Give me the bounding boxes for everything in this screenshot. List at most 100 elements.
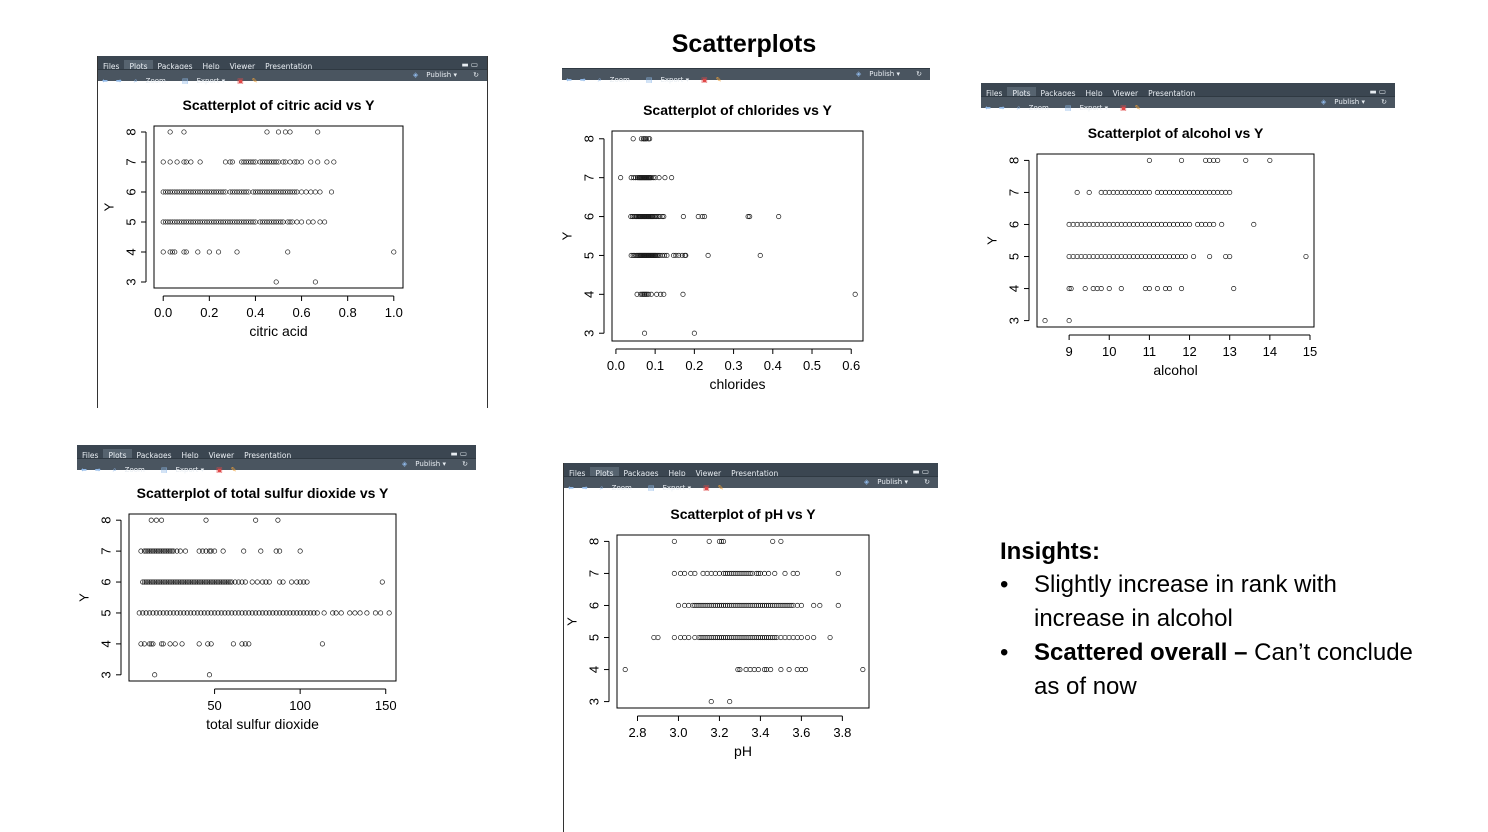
tab-help[interactable]: Help — [1085, 89, 1103, 98]
refresh-icon[interactable]: ↻ — [1381, 98, 1387, 106]
export-button[interactable]: ▤ Export ▾ — [174, 76, 233, 87]
data-point — [1126, 189, 1132, 195]
forward-arrow-icon[interactable]: ➡ — [94, 466, 101, 474]
publish-button[interactable]: ◈ Publish ▾ — [1313, 97, 1373, 108]
data-point — [304, 579, 310, 585]
data-point — [1134, 189, 1140, 195]
x-tick-label: 3.8 — [833, 725, 851, 740]
data-point — [671, 634, 677, 641]
tab-files[interactable]: Files — [103, 62, 120, 71]
data-point — [1134, 221, 1140, 228]
refresh-icon[interactable]: ↻ — [462, 460, 468, 468]
clear-brush-icon[interactable]: ✎ — [717, 484, 724, 492]
data-point — [155, 579, 161, 585]
data-point — [628, 252, 634, 258]
data-point — [1138, 253, 1144, 260]
forward-arrow-icon[interactable]: ➡ — [579, 76, 586, 84]
data-point — [191, 610, 197, 616]
back-arrow-icon[interactable]: ⬅ — [566, 76, 572, 84]
back-arrow-icon[interactable]: ⬅ — [568, 484, 574, 492]
tab-presentation[interactable]: Presentation — [731, 469, 779, 478]
data-point — [669, 175, 675, 181]
zoom-button[interactable]: ⌕ Zoom — [1009, 103, 1057, 114]
chart-title: Scatterplot of alcohol vs Y — [1088, 125, 1264, 141]
data-point — [712, 570, 718, 576]
clear-brush-icon[interactable]: ✎ — [251, 77, 258, 85]
remove-plot-icon[interactable]: ▣ — [703, 484, 710, 492]
export-button[interactable]: ▤ Export ▾ — [638, 75, 697, 86]
back-arrow-icon[interactable]: ⬅ — [102, 77, 108, 85]
tab-presentation[interactable]: Presentation — [265, 62, 313, 71]
data-point — [160, 548, 166, 554]
x-tick-label: 3.2 — [710, 725, 728, 740]
data-point — [1231, 286, 1237, 292]
x-tick-label: 14 — [1263, 344, 1277, 359]
clear-brush-icon[interactable]: ✎ — [1134, 104, 1141, 112]
tab-help[interactable]: Help — [181, 451, 199, 460]
export-button[interactable]: ▤ Export ▾ — [153, 465, 212, 476]
window-controls[interactable]: ▬ ▭ — [461, 60, 478, 69]
data-point — [333, 610, 339, 616]
data-point — [770, 538, 776, 544]
zoom-button[interactable]: ⌕ Zoom — [105, 465, 153, 476]
tab-packages[interactable]: Packages — [623, 469, 659, 478]
data-point — [242, 641, 248, 647]
clear-brush-icon[interactable]: ✎ — [715, 76, 722, 84]
zoom-button[interactable]: ⌕ Zoom — [590, 75, 638, 86]
tab-help[interactable]: Help — [202, 62, 220, 71]
tab-viewer[interactable]: Viewer — [208, 451, 235, 460]
tab-packages[interactable]: Packages — [157, 62, 193, 71]
tab-viewer[interactable]: Viewer — [1112, 89, 1139, 98]
data-point — [182, 548, 189, 554]
forward-arrow-icon[interactable]: ➡ — [581, 484, 588, 492]
data-point — [1219, 189, 1225, 195]
data-point — [222, 610, 228, 616]
tab-viewer[interactable]: Viewer — [229, 62, 256, 71]
tab-presentation[interactable]: Presentation — [244, 451, 292, 460]
refresh-icon[interactable]: ↻ — [924, 478, 930, 486]
back-arrow-icon[interactable]: ⬅ — [985, 104, 991, 112]
remove-plot-icon[interactable]: ▣ — [216, 466, 223, 474]
refresh-icon[interactable]: ↻ — [473, 71, 479, 79]
tab-presentation[interactable]: Presentation — [1148, 89, 1196, 98]
publish-button[interactable]: ◈ Publish ▾ — [405, 70, 465, 81]
x-tick-label: 0.6 — [293, 305, 311, 320]
data-point — [720, 538, 727, 544]
data-point — [297, 610, 303, 616]
data-point — [747, 570, 753, 576]
refresh-icon[interactable]: ↻ — [916, 70, 922, 78]
window-controls[interactable]: ▬ ▭ — [912, 467, 929, 476]
back-arrow-icon[interactable]: ⬅ — [81, 466, 87, 474]
tab-packages[interactable]: Packages — [136, 451, 172, 460]
data-point — [338, 610, 344, 616]
tab-packages[interactable]: Packages — [1040, 89, 1076, 98]
tab-help[interactable]: Help — [668, 469, 686, 478]
data-point — [165, 579, 171, 585]
forward-arrow-icon[interactable]: ➡ — [115, 77, 122, 85]
data-point — [167, 159, 173, 165]
tab-files[interactable]: Files — [82, 451, 99, 460]
publish-button[interactable]: ◈ Publish ▾ — [848, 69, 908, 80]
y-tick-label: 5 — [123, 218, 138, 225]
remove-plot-icon[interactable]: ▣ — [237, 77, 244, 85]
data-point — [1110, 253, 1116, 260]
data-point — [184, 579, 190, 585]
clear-brush-icon[interactable]: ✎ — [230, 466, 237, 474]
remove-plot-icon[interactable]: ▣ — [1120, 104, 1127, 112]
data-point — [659, 214, 665, 220]
data-point — [303, 189, 309, 195]
forward-arrow-icon[interactable]: ➡ — [998, 104, 1005, 112]
tab-files[interactable]: Files — [569, 469, 586, 478]
window-controls[interactable]: ▬ ▭ — [450, 449, 467, 458]
remove-plot-icon[interactable]: ▣ — [701, 76, 708, 84]
publish-button[interactable]: ◈ Publish ▾ — [394, 459, 454, 470]
tab-files[interactable]: Files — [986, 89, 1003, 98]
publish-button[interactable]: ◈ Publish ▾ — [856, 477, 916, 488]
window-controls[interactable]: ▬ ▭ — [1369, 87, 1386, 96]
export-button[interactable]: ▤ Export ▾ — [640, 483, 699, 494]
zoom-button[interactable]: ⌕ Zoom — [126, 76, 174, 87]
tab-viewer[interactable]: Viewer — [695, 469, 722, 478]
y-tick-label: 6 — [123, 188, 138, 195]
zoom-button[interactable]: ⌕ Zoom — [592, 483, 640, 494]
export-button[interactable]: ▤ Export ▾ — [1057, 103, 1116, 114]
